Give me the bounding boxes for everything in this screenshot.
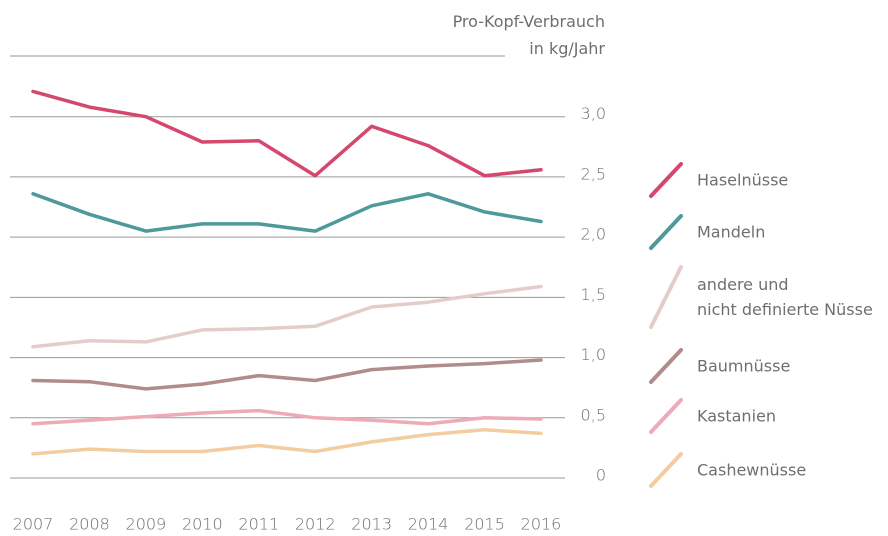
axis-title: Pro-Kopf-Verbrauch in kg/Jahr — [452, 12, 605, 58]
series-line — [31, 192, 543, 233]
series-line — [31, 284, 543, 349]
legend-swatch — [649, 214, 683, 250]
x-tick-label: 2010 — [182, 515, 223, 534]
x-tick-label: 2009 — [126, 515, 167, 534]
x-tick-label: 2012 — [295, 515, 336, 534]
y-tick-label: 1,5 — [581, 285, 606, 304]
legend-label: Mandeln — [697, 222, 766, 242]
x-tick-label: 2013 — [351, 515, 392, 534]
y-tick-label: 0 — [596, 466, 606, 485]
legend-swatch — [649, 398, 683, 434]
legend-swatch — [649, 452, 683, 488]
x-tick-label: 2016 — [521, 515, 562, 534]
series-line — [31, 358, 543, 391]
legend-label: Kastanien — [697, 406, 776, 426]
y-tick-label: 0,5 — [581, 405, 606, 424]
x-tick-label: 2008 — [69, 515, 110, 534]
legend-label: Baumnüsse — [697, 356, 791, 376]
y-tick-label: 2,5 — [581, 164, 606, 183]
x-tick-label: 2015 — [464, 515, 505, 534]
legend-swatch — [649, 348, 683, 384]
legend-swatch — [649, 162, 683, 198]
legend-label: Cashewnüsse — [697, 460, 807, 480]
x-tick-label: 2014 — [408, 515, 449, 534]
legend-label: andere und nicht definierte Nüsse — [697, 275, 873, 319]
series-line — [31, 428, 543, 456]
series-line — [31, 408, 543, 426]
legend-swatch — [649, 265, 683, 329]
y-tick-label: 1,0 — [581, 345, 606, 364]
y-tick-label: 2,0 — [581, 225, 606, 244]
x-tick-label: 2011 — [238, 515, 279, 534]
x-tick-label: 2007 — [13, 515, 54, 534]
y-tick-label: 3,0 — [581, 104, 606, 123]
legend-label: Haselnüsse — [697, 170, 789, 190]
series-line — [31, 89, 543, 178]
